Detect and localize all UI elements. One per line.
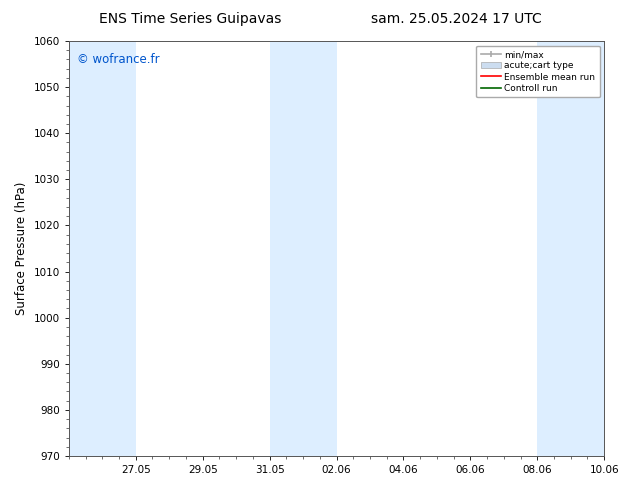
Bar (537, 41, 604, 456)
Bar (69, 41, 136, 456)
Text: ENS Time Series Guipavas: ENS Time Series Guipavas (99, 12, 281, 26)
Text: © wofrance.fr: © wofrance.fr (77, 53, 160, 67)
Bar (269, 41, 337, 456)
Legend: min/max, acute;cart type, Ensemble mean run, Controll run: min/max, acute;cart type, Ensemble mean … (476, 46, 600, 98)
Y-axis label: Surface Pressure (hPa): Surface Pressure (hPa) (15, 182, 28, 315)
Text: sam. 25.05.2024 17 UTC: sam. 25.05.2024 17 UTC (371, 12, 542, 26)
